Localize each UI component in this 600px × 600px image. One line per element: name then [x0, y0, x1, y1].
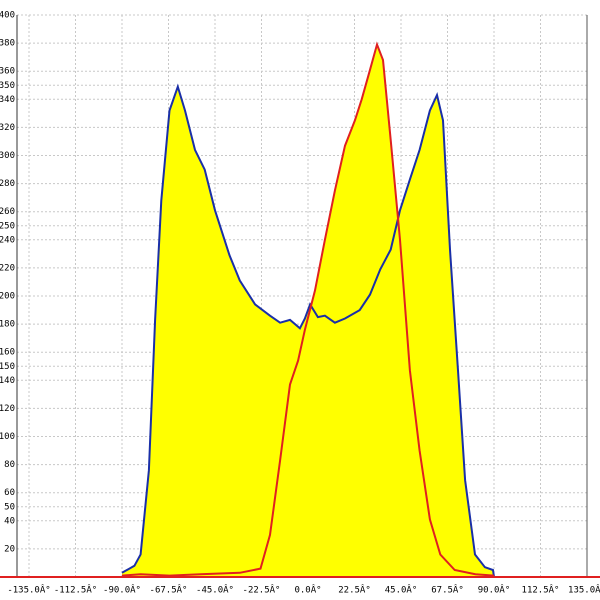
y-tick-label: 400: [0, 11, 15, 21]
x-tick-label: -67.5Â°: [150, 584, 188, 596]
y-tick-label: 240: [0, 235, 15, 245]
x-tick-label: -45.0Â°: [196, 584, 234, 596]
y-tick-label: 20: [4, 544, 15, 554]
y-tick-label: 360: [0, 67, 15, 77]
y-tick-label: 150: [0, 362, 15, 372]
x-tick-label: -135.0Â°: [7, 584, 50, 596]
y-tick-label: 250: [0, 221, 15, 231]
y-tick-label: 350: [0, 81, 15, 91]
x-tick-label: -112.5Â°: [54, 584, 97, 596]
x-tick-label: 67.5Â°: [431, 584, 464, 596]
y-tick-label: 40: [4, 516, 15, 526]
y-tick-label: 220: [0, 263, 15, 273]
x-tick-label: 0.0Â°: [294, 584, 321, 596]
y-tick-label: 160: [0, 348, 15, 358]
y-tick-label: 140: [0, 376, 15, 386]
x-tick-label: 22.5Â°: [338, 584, 371, 596]
x-tick-label: -22.5Â°: [243, 584, 281, 596]
y-tick-label: 100: [0, 432, 15, 442]
y-tick-label: 180: [0, 320, 15, 330]
y-tick-label: 120: [0, 404, 15, 414]
x-tick-label: 45.0Â°: [385, 584, 418, 596]
y-tick-label: 340: [0, 95, 15, 105]
area-fill: [122, 44, 494, 577]
x-tick-label: -90.0Â°: [103, 584, 141, 596]
y-tick-label: 50: [4, 502, 15, 512]
y-tick-label: 280: [0, 179, 15, 189]
y-tick-label: 60: [4, 488, 15, 498]
x-tick-label: 90.0Â°: [478, 584, 511, 596]
y-tick-label: 80: [4, 460, 15, 470]
y-tick-label: 260: [0, 207, 15, 217]
x-tick-label: 112.5Â°: [522, 584, 560, 596]
series-line: [121, 41, 495, 577]
y-tick-label: 380: [0, 39, 15, 49]
y-tick-label: 300: [0, 151, 15, 161]
series-line: [121, 83, 495, 578]
y-tick-label: 320: [0, 123, 15, 133]
x-tick-label: 135.0Â°: [568, 584, 600, 596]
y-tick-label: 200: [0, 292, 15, 302]
